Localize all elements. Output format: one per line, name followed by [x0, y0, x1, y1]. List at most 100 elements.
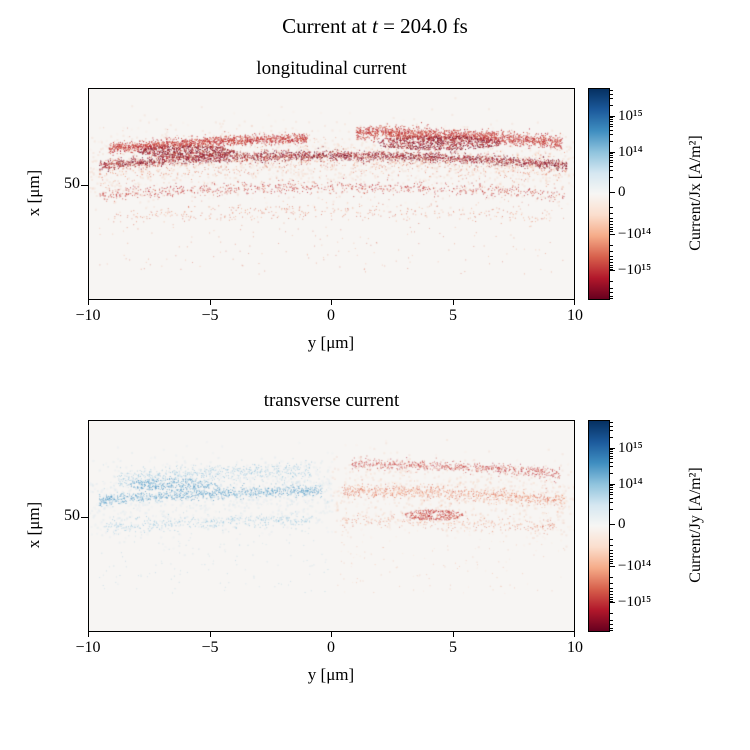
colorbar-tick-mark: [610, 152, 615, 153]
colorbar-minor-tick-mark: [610, 425, 613, 427]
colorbar-tick-mark: [610, 192, 615, 193]
colorbar-minor-tick-mark: [610, 268, 613, 270]
colorbar-axis-label: Current/Jy [A/m²]: [687, 467, 704, 583]
x-tick-mark: [453, 299, 454, 305]
colorbar-minor-tick-mark: [610, 596, 613, 598]
colorbar-minor-tick-mark: [610, 90, 613, 92]
panel-title: longitudinal current: [256, 58, 407, 79]
colorbar-minor-tick-mark: [610, 292, 613, 294]
colorbar-minor-tick-mark: [610, 591, 613, 593]
colorbar-minor-tick-mark: [610, 466, 613, 468]
colorbar-minor-tick-mark: [610, 98, 613, 100]
colorbar-minor-tick-mark: [610, 558, 613, 560]
colorbar-minor-tick-mark: [610, 104, 613, 106]
figure-title: Current at t = 204.0 fs: [0, 14, 750, 39]
colorbar-tick-label: 10¹⁵: [618, 440, 643, 456]
x-tick-mark: [210, 299, 211, 305]
colorbar-minor-tick-mark: [610, 255, 613, 257]
colorbar-minor-tick-mark: [610, 221, 613, 223]
x-tick-mark: [210, 631, 211, 637]
colorbar-minor-tick-mark: [610, 121, 613, 123]
colorbar-minor-tick-mark: [610, 422, 613, 424]
colorbar-minor-tick-mark: [610, 162, 613, 164]
colorbar-minor-tick-mark: [610, 155, 613, 157]
scatter-canvas: [89, 421, 574, 631]
colorbar-minor-tick-mark: [610, 562, 613, 564]
colorbar-minor-tick-mark: [610, 619, 613, 621]
x-tick-label: 10: [567, 307, 583, 324]
colorbar-tick-mark: [610, 524, 615, 525]
colorbar-minor-tick-mark: [610, 224, 613, 226]
colorbar-minor-tick-mark: [610, 624, 613, 626]
colorbar-tick-mark: [610, 116, 615, 117]
x-tick-label: −10: [75, 639, 101, 656]
colorbar-minor-tick-mark: [610, 245, 613, 247]
colorbar-minor-tick-mark: [610, 545, 613, 547]
figure-title-pre: Current at: [282, 14, 372, 38]
colorbar-minor-tick-mark: [610, 262, 613, 264]
figure-title-var: t: [371, 14, 378, 38]
colorbar-tick-label: −10¹⁵: [618, 594, 652, 610]
colorbar-minor-tick-mark: [610, 451, 613, 453]
x-tick-label: −5: [201, 639, 219, 656]
x-tick-mark: [453, 631, 454, 637]
colorbar-minor-tick-mark: [610, 266, 613, 268]
colorbar-tick-mark: [610, 234, 615, 235]
colorbar-minor-tick-mark: [610, 587, 613, 589]
colorbar-tick-mark: [610, 602, 615, 603]
x-tick-mark: [88, 631, 89, 637]
x-tick-label: −10: [75, 307, 101, 324]
colorbar-minor-tick-mark: [610, 549, 613, 551]
colorbar-minor-tick-mark: [610, 583, 613, 585]
y-tick-mark: [81, 517, 88, 518]
x-axis-label: y [μm]: [307, 333, 355, 352]
colorbar-minor-tick-mark: [610, 165, 613, 167]
colorbar-minor-tick-mark: [610, 449, 613, 451]
x-tick-mark: [331, 631, 332, 637]
colorbar-minor-tick-mark: [610, 436, 613, 438]
colorbar-minor-tick-mark: [610, 494, 613, 496]
x-axis-label: y [μm]: [307, 665, 355, 684]
colorbar-minor-tick-mark: [610, 176, 613, 178]
colorbar-minor-tick-mark: [610, 153, 613, 155]
colorbar-tick-mark: [610, 566, 615, 567]
colorbar-minor-tick-mark: [610, 497, 613, 499]
colorbar-minor-tick-mark: [610, 159, 613, 161]
colorbar-minor-tick-mark: [610, 226, 613, 228]
colorbar-minor-tick-mark: [610, 458, 613, 460]
colorbar-minor-tick-mark: [610, 489, 613, 491]
colorbar-minor-tick-mark: [610, 119, 613, 121]
y-tick-label: 50: [64, 507, 80, 524]
panel-transverse-current: transverse current x [μm] 50 −10 −5 0 5 …: [0, 388, 750, 718]
x-tick-mark: [574, 299, 575, 305]
y-tick-mark: [81, 185, 88, 186]
colorbar-minor-tick-mark: [610, 594, 613, 596]
colorbar-minor-tick-mark: [610, 281, 613, 283]
colorbar-tick-mark: [610, 448, 615, 449]
colorbar-minor-tick-mark: [610, 491, 613, 493]
x-tick-label: 0: [327, 307, 335, 324]
x-tick-mark: [88, 299, 89, 305]
colorbar-tick-label: −10¹⁴: [618, 226, 652, 242]
panel-title: transverse current: [263, 390, 400, 411]
colorbar-minor-tick-mark: [610, 228, 613, 230]
colorbar: [588, 88, 610, 300]
colorbar-minor-tick-mark: [610, 502, 613, 504]
colorbar-minor-tick-mark: [610, 430, 613, 432]
plot-area: [88, 420, 575, 632]
colorbar-minor-tick-mark: [610, 251, 613, 253]
colorbar-minor-tick-mark: [610, 560, 613, 562]
colorbar-minor-tick-mark: [610, 472, 613, 474]
colorbar-minor-tick-mark: [610, 129, 613, 131]
scatter-canvas: [89, 89, 574, 299]
colorbar-minor-tick-mark: [610, 598, 613, 600]
colorbar-minor-tick-mark: [610, 217, 613, 219]
colorbar-gradient: [589, 421, 609, 631]
colorbar-minor-tick-mark: [610, 264, 613, 266]
colorbar-minor-tick-mark: [610, 556, 613, 558]
colorbar-minor-tick-mark: [610, 455, 613, 457]
panel-longitudinal-current: longitudinal current x [μm] 50 −10 −5 0 …: [0, 56, 750, 386]
colorbar-tick-label: 10¹⁴: [618, 144, 643, 160]
colorbar-minor-tick-mark: [610, 553, 613, 555]
